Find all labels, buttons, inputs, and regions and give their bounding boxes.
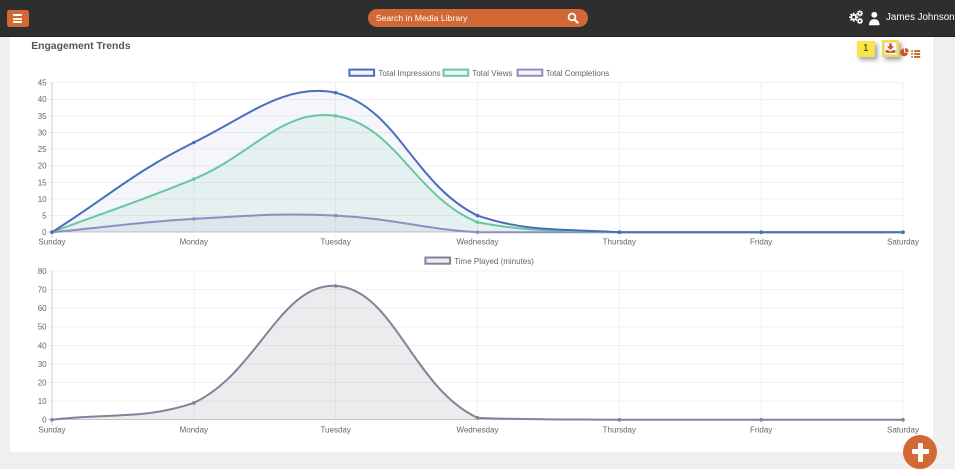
svg-text:35: 35 (38, 112, 47, 121)
svg-text:Monday: Monday (180, 425, 208, 434)
svg-text:10: 10 (38, 397, 47, 406)
svg-text:Saturday: Saturday (887, 425, 919, 434)
svg-text:0: 0 (42, 416, 47, 425)
svg-text:Total Completions: Total Completions (546, 69, 610, 78)
svg-text:60: 60 (38, 304, 47, 313)
svg-text:45: 45 (38, 79, 47, 88)
svg-text:40: 40 (38, 95, 47, 104)
svg-text:Sunday: Sunday (38, 238, 65, 247)
svg-text:25: 25 (38, 145, 47, 154)
svg-text:Tuesday: Tuesday (320, 425, 350, 434)
svg-text:Monday: Monday (180, 238, 208, 247)
svg-text:Wednesday: Wednesday (456, 238, 498, 247)
svg-text:Saturday: Saturday (887, 238, 919, 247)
svg-text:Wednesday: Wednesday (456, 425, 498, 434)
svg-text:Total Views: Total Views (472, 69, 512, 78)
svg-text:Friday: Friday (750, 425, 772, 434)
svg-text:30: 30 (38, 360, 47, 369)
svg-text:Total Impressions: Total Impressions (378, 69, 440, 78)
svg-text:Friday: Friday (750, 238, 772, 247)
svg-text:0: 0 (42, 228, 47, 237)
svg-text:40: 40 (38, 341, 47, 350)
svg-text:Thursday: Thursday (603, 425, 636, 434)
svg-text:Thursday: Thursday (603, 238, 636, 247)
svg-text:Time Played (minutes): Time Played (minutes) (454, 257, 534, 266)
svg-text:Sunday: Sunday (38, 425, 65, 434)
svg-text:50: 50 (38, 323, 47, 332)
svg-text:15: 15 (38, 178, 47, 187)
svg-text:10: 10 (38, 195, 47, 204)
svg-text:Tuesday: Tuesday (320, 238, 350, 247)
svg-text:30: 30 (38, 128, 47, 137)
svg-text:70: 70 (38, 285, 47, 294)
svg-text:20: 20 (38, 162, 47, 171)
svg-text:80: 80 (38, 267, 47, 276)
svg-text:5: 5 (42, 211, 47, 220)
svg-text:20: 20 (38, 378, 47, 387)
